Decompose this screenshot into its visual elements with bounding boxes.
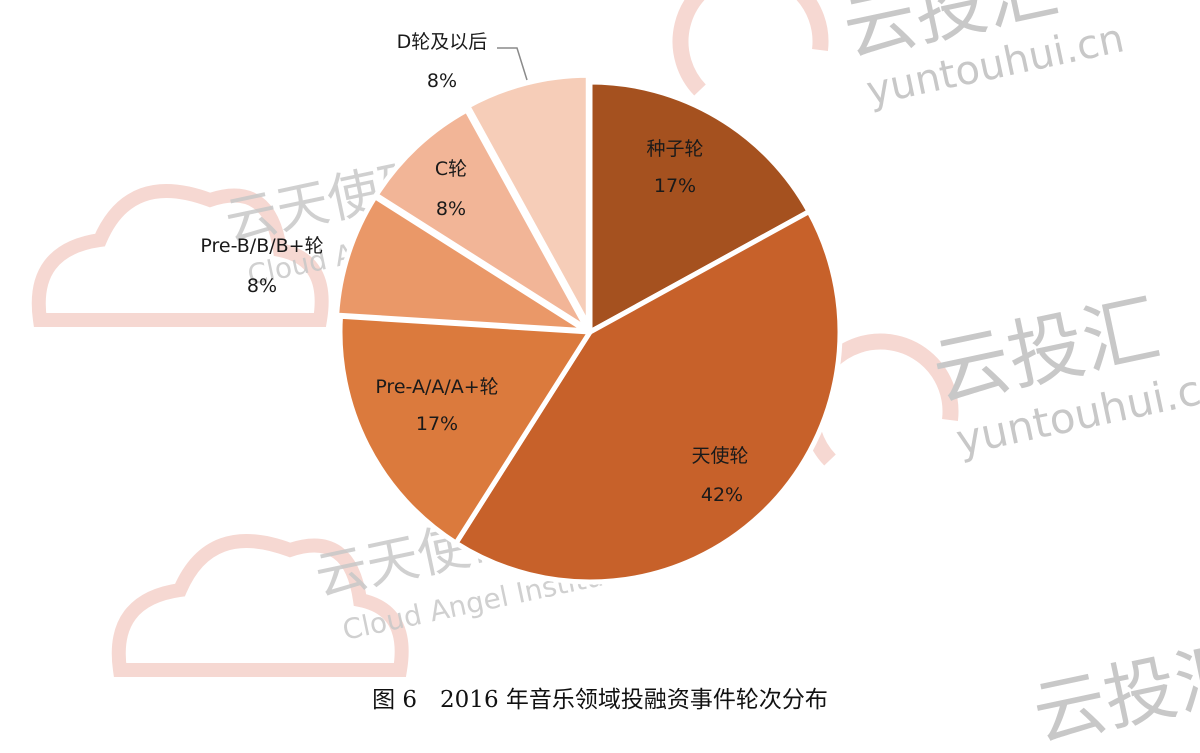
slice-value-label: 8% [436, 198, 466, 220]
leader-line [497, 47, 528, 81]
slice-name-label: 天使轮 [691, 445, 748, 467]
slice-label-angel: 天使轮 42% [691, 445, 748, 506]
pie-slices [334, 72, 843, 585]
slice-value-label: 8% [247, 275, 277, 297]
pie-slice-series-d [465, 72, 591, 328]
pie-slice-series-a [337, 313, 593, 546]
figure-caption: 图 6 2016 年音乐领域投融资事件轮次分布 [372, 687, 828, 713]
pie-slice-seed [587, 79, 812, 335]
slice-name-label: 种子轮 [646, 138, 703, 160]
slice-label-series-d: D轮及以后 8% [397, 31, 488, 92]
slice-label-series-b: Pre-B/B/B+轮 8% [200, 235, 323, 297]
slice-value-label: 17% [416, 413, 458, 435]
slice-label-series-a: Pre-A/A/A+轮 17% [375, 376, 498, 435]
watermark-brand-bottom: 云投汇 [1026, 630, 1200, 753]
slice-label-series-c: C轮 8% [435, 158, 467, 220]
slice-name-label: D轮及以后 [397, 31, 488, 53]
pie-slice-series-c [373, 107, 590, 332]
slice-value-label: 42% [701, 484, 743, 506]
slice-value-label: 8% [427, 70, 457, 92]
slice-label-seed: 种子轮 17% [646, 138, 703, 197]
slice-value-label: 17% [654, 175, 696, 197]
slice-name-label: Pre-B/B/B+轮 [200, 235, 323, 257]
cloud-logo [31, 184, 409, 677]
slice-name-label: C轮 [435, 158, 467, 180]
pie-slice-series-b [334, 194, 589, 334]
slice-name-label: Pre-A/A/A+轮 [375, 376, 498, 398]
pie-slice-angel [453, 209, 843, 585]
